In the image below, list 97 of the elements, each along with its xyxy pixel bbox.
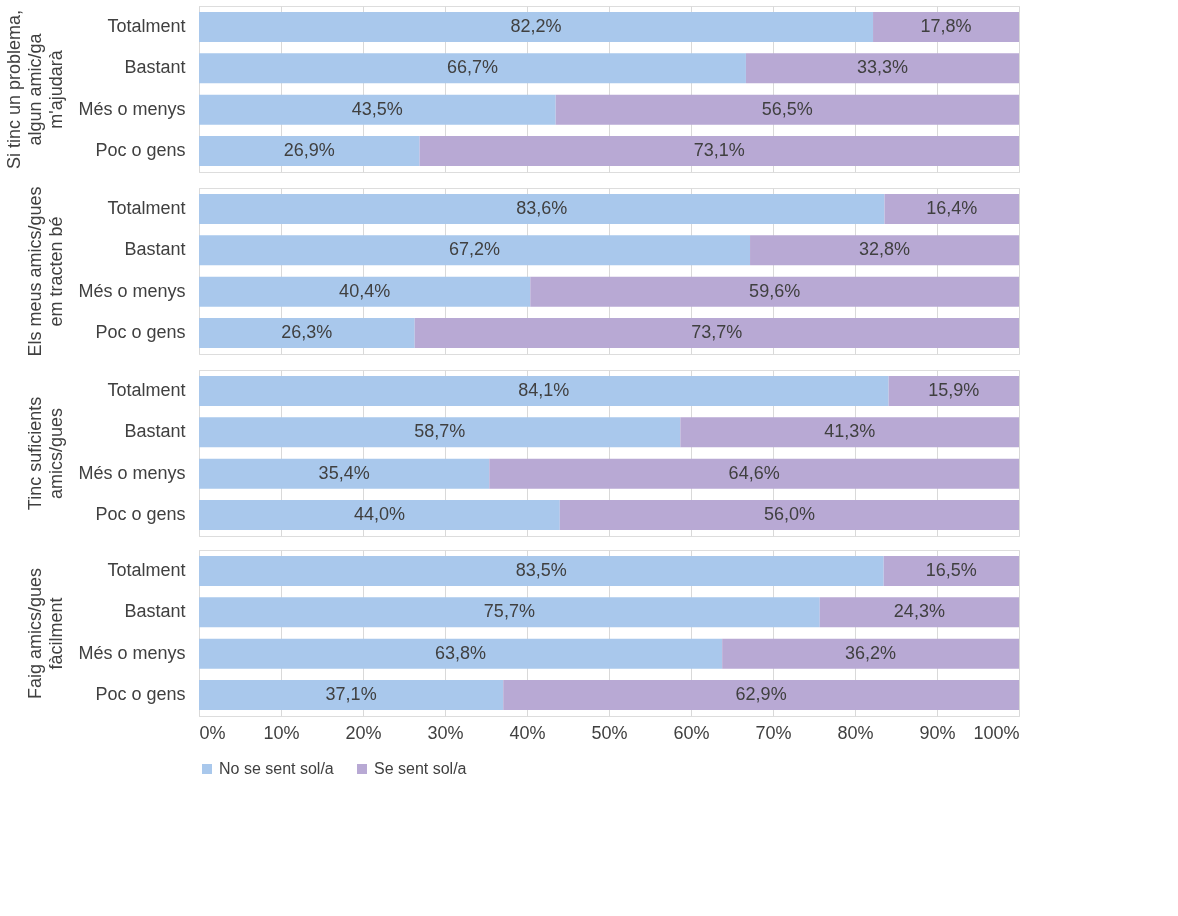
bar	[199, 235, 751, 266]
data-label: 24,3%	[893, 601, 945, 622]
data-label: 44,0%	[353, 504, 405, 525]
y-axis-title: Si tinc un problema, algun amic/ga m'ajudarà	[4, 9, 67, 170]
y-axis-title: Faig amics/gues fàcilment	[25, 567, 67, 700]
data-label: 56,0%	[763, 504, 815, 525]
data-label: 58,7%	[414, 421, 466, 442]
data-label: 41,3%	[824, 421, 876, 442]
bar	[559, 500, 1019, 531]
x-tick-label: 90%	[919, 722, 956, 743]
y-tick-label: Més o menys	[78, 642, 186, 663]
bar	[199, 193, 885, 224]
bar	[414, 318, 1019, 349]
bar	[530, 276, 1019, 307]
y-tick-label: Més o menys	[78, 98, 186, 119]
bar	[199, 94, 556, 125]
y-tick-label: Més o menys	[78, 280, 186, 301]
bar	[199, 276, 531, 307]
data-label: 35,4%	[318, 462, 370, 483]
bar	[819, 597, 1019, 628]
data-label: 63,8%	[435, 642, 487, 663]
x-tick-label: 70%	[755, 722, 792, 743]
data-label: 84,1%	[518, 379, 570, 400]
y-tick-label: Totalment	[107, 379, 186, 400]
x-tick-label: 100%	[973, 722, 1020, 743]
data-label: 37,1%	[325, 684, 377, 705]
bar	[722, 638, 1019, 669]
data-label: 15,9%	[928, 379, 980, 400]
y-axis-title: Tinc suficients amics/gues	[25, 396, 67, 511]
x-tick-label: 10%	[263, 722, 300, 743]
bar	[199, 318, 415, 349]
y-tick-label: Poc o gens	[95, 504, 186, 525]
bar	[199, 417, 681, 448]
bar	[419, 136, 1019, 167]
x-tick-label: 0%	[199, 722, 226, 743]
x-tick-label: 20%	[345, 722, 382, 743]
bar	[199, 555, 884, 586]
data-label: 33,3%	[856, 57, 908, 78]
x-tick-label: 80%	[837, 722, 874, 743]
bar	[199, 11, 874, 42]
bar	[745, 53, 1019, 84]
y-tick-label: Totalment	[107, 15, 186, 36]
data-label: 40,4%	[339, 280, 391, 301]
bar	[489, 458, 1019, 489]
bar	[503, 680, 1019, 711]
bar	[199, 500, 560, 531]
x-tick-label: 50%	[591, 722, 628, 743]
y-tick-label: Bastant	[124, 601, 186, 622]
data-label: 75,7%	[483, 601, 535, 622]
x-tick-label: 30%	[427, 722, 464, 743]
data-label: 16,4%	[926, 197, 978, 218]
y-tick-label: Bastant	[124, 421, 186, 442]
bar	[555, 94, 1019, 125]
data-label: 73,7%	[691, 322, 743, 343]
y-tick-label: Poc o gens	[95, 684, 186, 705]
data-label: 82,2%	[510, 15, 562, 36]
data-label: 16,5%	[925, 559, 977, 580]
bar	[199, 458, 490, 489]
legend-label: No se sent sol/a	[219, 760, 334, 777]
data-label: 32,8%	[859, 239, 911, 260]
bar	[883, 555, 1019, 586]
y-tick-label: Bastant	[124, 57, 186, 78]
bar	[884, 193, 1019, 224]
y-tick-label: Poc o gens	[95, 140, 186, 161]
data-label: 73,1%	[693, 140, 745, 161]
bar	[873, 11, 1019, 42]
bar	[199, 638, 723, 669]
y-axis-title: Els meus amics/gues em tracten bé	[25, 186, 67, 357]
bar	[199, 597, 820, 628]
bar	[750, 235, 1019, 266]
bar	[199, 53, 746, 84]
data-label: 83,5%	[515, 559, 567, 580]
data-label: 59,6%	[749, 280, 801, 301]
data-label: 83,6%	[516, 197, 568, 218]
legend-label: Se sent sol/a	[374, 760, 467, 777]
y-tick-label: Bastant	[124, 239, 186, 260]
data-label: 64,6%	[728, 462, 780, 483]
bar	[199, 680, 504, 711]
bar	[888, 375, 1019, 406]
data-label: 26,3%	[281, 322, 333, 343]
data-label: 66,7%	[446, 57, 498, 78]
data-label: 62,9%	[735, 684, 787, 705]
bar	[199, 375, 889, 406]
data-label: 43,5%	[351, 98, 403, 119]
x-tick-label: 60%	[673, 722, 710, 743]
y-tick-label: Totalment	[107, 197, 186, 218]
data-label: 17,8%	[920, 15, 972, 36]
data-label: 36,2%	[845, 642, 897, 663]
x-tick-label: 40%	[509, 722, 546, 743]
data-label: 26,9%	[283, 140, 335, 161]
y-tick-label: Poc o gens	[95, 322, 186, 343]
data-label: 56,5%	[761, 98, 813, 119]
data-label: 67,2%	[449, 239, 501, 260]
bar	[680, 417, 1019, 448]
y-tick-label: Totalment	[107, 559, 186, 580]
y-tick-label: Més o menys	[78, 462, 186, 483]
bar	[199, 136, 420, 167]
